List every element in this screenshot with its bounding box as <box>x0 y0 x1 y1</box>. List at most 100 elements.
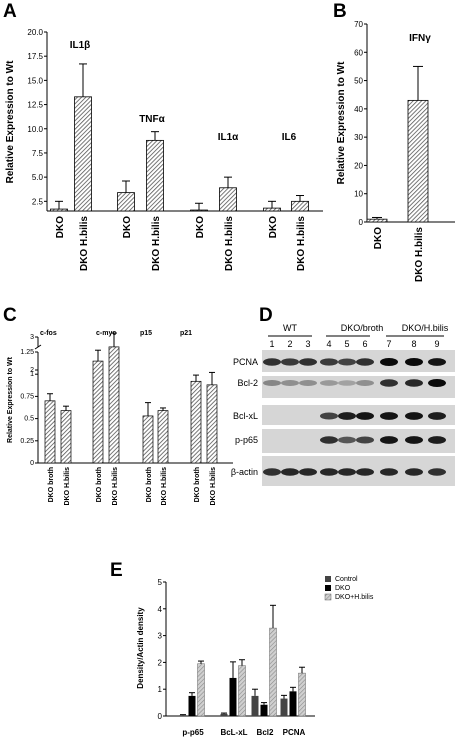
c-y-tick-label: 1.25 <box>20 349 34 356</box>
d-band <box>405 468 423 476</box>
d-band <box>320 412 338 420</box>
b-bar <box>407 99 429 223</box>
e-y-axis-title: Density/Actin density <box>136 607 145 689</box>
e-bar <box>188 695 196 716</box>
a-y-tick-label: 10.0 <box>27 125 43 134</box>
e-bar <box>251 695 259 716</box>
a-y-tick-label: 20.0 <box>27 28 43 37</box>
d-row-label: β-actin <box>231 467 258 477</box>
d-band <box>281 468 299 476</box>
e-bar <box>229 677 237 716</box>
e-category-label: p-p65 <box>182 728 204 737</box>
e-bar <box>197 663 205 717</box>
d-band <box>380 436 398 444</box>
a-bar <box>74 96 92 212</box>
d-lane-number: 3 <box>305 339 310 349</box>
d-band <box>356 436 374 444</box>
c-y-tick-label: 0.25 <box>20 438 34 445</box>
panel-c-chart: 0 0.25 0.5 0.75 1 1.25 2 3 Relative Expression t… <box>7 330 233 506</box>
d-row-label: Bcl-xL <box>233 411 258 421</box>
panel-label-c: C <box>3 305 17 326</box>
d-band <box>281 358 299 366</box>
d-row-label: p-p65 <box>235 435 258 445</box>
c-y-tick-label: 0 <box>30 460 34 467</box>
a-category-label: DKO H.bilis <box>296 216 307 271</box>
a-y-tick-label: 5.0 <box>32 173 44 182</box>
c-bar <box>157 410 169 464</box>
a-bar <box>263 207 281 212</box>
b-bar <box>366 218 388 223</box>
b-category-label: DKO <box>373 227 384 249</box>
d-band <box>380 379 398 387</box>
c-category-label: DKO broth <box>96 467 103 502</box>
a-category-label: DKO <box>195 216 206 238</box>
e-legend-swatch <box>324 593 332 601</box>
d-lane-number: 5 <box>344 339 349 349</box>
d-band <box>428 358 446 366</box>
c-y-tick-label: 0.75 <box>20 393 34 400</box>
d-band <box>428 379 446 387</box>
b-y-tick-label: 40 <box>354 105 363 114</box>
d-band <box>263 379 281 387</box>
b-y-tick-label: 20 <box>354 161 363 170</box>
c-y-axis-title: Relative Expression to Wt <box>7 356 14 443</box>
e-bar <box>280 698 288 716</box>
panel-a-chart: 2.5 5.0 7.5 10.0 12.5 15.0 17.5 20.0 Relative Ex… <box>5 28 323 271</box>
d-band <box>356 358 374 366</box>
e-y-tick-label: 5 <box>158 578 163 587</box>
c-category-label: DKO broth <box>146 467 153 502</box>
e-legend-label: DKO+H.bilis <box>335 594 374 601</box>
a-category-label: DKO H.bilis <box>151 216 162 271</box>
a-group-label: IL1β <box>70 40 91 51</box>
c-bar <box>206 384 218 464</box>
c-category-label: DKO broth <box>48 467 55 502</box>
e-y-tick-label: 4 <box>158 605 163 614</box>
c-axis-break <box>34 344 42 350</box>
d-lane-number: 2 <box>287 339 292 349</box>
d-band <box>356 468 374 476</box>
panel-label-e: E <box>110 560 123 581</box>
c-group-label: c-myc <box>96 330 116 337</box>
e-y-tick-label: 2 <box>158 658 163 667</box>
c-y-tick-label: 0.5 <box>24 416 34 423</box>
e-bar <box>289 691 297 716</box>
a-y-tick-label: 15.0 <box>27 76 43 85</box>
d-lane-number: 9 <box>434 339 439 349</box>
a-bar <box>190 209 208 212</box>
e-bar <box>220 713 228 716</box>
c-category-label: DKO H.bilis <box>112 467 119 506</box>
e-bar <box>298 672 306 717</box>
panel-label-b: B <box>333 1 347 22</box>
d-band <box>380 412 398 420</box>
e-bar <box>269 627 277 717</box>
e-y-tick-label: 0 <box>158 712 163 721</box>
d-lane-number: 4 <box>326 339 331 349</box>
d-lane-number: 7 <box>386 339 391 349</box>
d-band <box>428 412 446 420</box>
d-band <box>356 412 374 420</box>
d-band <box>299 380 317 386</box>
d-blot-strip <box>262 376 455 398</box>
a-y-axis-title: Relative Expression to Wt <box>5 60 16 183</box>
c-y-tick-label: 3 <box>30 334 34 341</box>
d-band <box>299 468 317 476</box>
a-y-tick-label: 12.5 <box>27 101 43 110</box>
a-group-label: IL1α <box>218 132 239 143</box>
a-category-label: DKO <box>122 216 133 238</box>
a-category-label: DKO <box>55 216 66 238</box>
e-legend-swatch <box>325 576 331 582</box>
c-bar <box>60 410 72 464</box>
c-category-label: DKO H.bilis <box>161 467 168 506</box>
panel-label-d: D <box>259 305 273 326</box>
a-category-label: DKO H.bilis <box>79 216 90 271</box>
panel-b-chart: 0 10 20 30 40 50 60 70 Relative Expression to Wt… <box>336 20 455 282</box>
d-group-label-wt: WT <box>283 323 297 333</box>
d-row-label: Bcl-2 <box>237 378 258 388</box>
c-category-label: DKO H.bilis <box>210 467 217 506</box>
d-band <box>320 468 338 476</box>
d-band <box>320 358 338 366</box>
d-band <box>356 380 374 386</box>
a-group-label: TNFα <box>139 114 165 125</box>
a-bar <box>291 200 309 212</box>
e-y-tick-label: 1 <box>158 685 163 694</box>
